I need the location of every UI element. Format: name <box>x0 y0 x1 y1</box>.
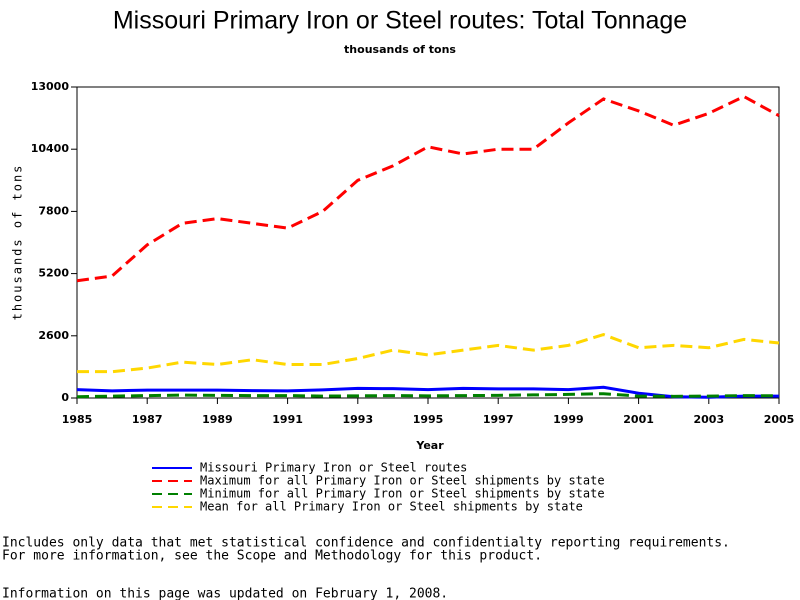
y-tick-label: 7800 <box>38 204 69 217</box>
x-axis-label: Year <box>415 439 444 452</box>
legend-label: Mean for all Primary Iron or Steel shipm… <box>200 500 583 514</box>
x-tick-label: 1989 <box>202 413 233 426</box>
chart-subtitle: thousands of tons <box>344 43 456 56</box>
x-tick-label: 2005 <box>764 413 795 426</box>
legend-label: Maximum for all Primary Iron or Steel sh… <box>200 474 605 488</box>
series-line <box>76 94 780 283</box>
x-tick-label: 1985 <box>62 413 93 426</box>
x-tick-label: 2001 <box>623 413 654 426</box>
footnote: Includes only data that met statistical … <box>2 536 730 551</box>
x-tick-label: 2003 <box>693 413 724 426</box>
plot-frame <box>76 86 780 399</box>
footnote: Information on this page was updated on … <box>2 587 448 600</box>
x-tick-label: 1995 <box>413 413 444 426</box>
y-tick-label: 0 <box>61 391 69 404</box>
x-tick-label: 1997 <box>483 413 514 426</box>
x-tick-label: 1993 <box>342 413 373 426</box>
y-tick-label: 5200 <box>38 267 69 280</box>
series-line <box>77 333 780 374</box>
x-tick-label: 1987 <box>132 413 163 426</box>
legend-label: Minimum for all Primary Iron or Steel sh… <box>200 487 605 501</box>
y-tick-label: 2600 <box>38 329 69 342</box>
y-tick-label: 10400 <box>31 142 70 155</box>
series-line <box>76 392 780 399</box>
legend-label: Missouri Primary Iron or Steel routes <box>200 461 467 475</box>
x-tick-label: 1999 <box>553 413 584 426</box>
chart-title: Missouri Primary Iron or Steel routes: T… <box>113 7 687 35</box>
footnote: For more information, see the Scope and … <box>2 549 542 564</box>
y-tick-label: 13000 <box>31 80 70 93</box>
y-axis-label: thousands of tons <box>11 164 25 321</box>
x-tick-label: 1991 <box>272 413 303 426</box>
